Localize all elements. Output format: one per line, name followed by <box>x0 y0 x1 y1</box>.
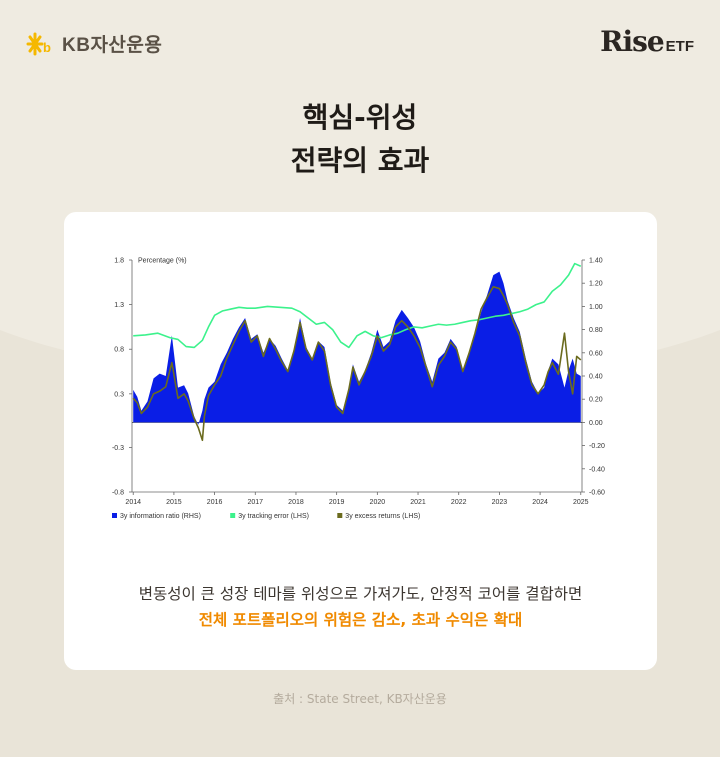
x-tick-label: 2014 <box>125 499 141 506</box>
x-tick-label: 2019 <box>329 499 345 506</box>
page-title-line1: 핵심-위성 <box>302 101 418 134</box>
left-tick-label: -0.8 <box>112 490 124 497</box>
left-tick-label: 1.3 <box>114 302 124 309</box>
kb-brand-text: KB자산운용 <box>62 35 163 56</box>
caption-line1: 변동성이 큰 성장 테마를 위성으로 가져가도, 안정적 코어를 결합하면 <box>138 585 583 603</box>
page-title-line2: 전략의 효과 <box>290 144 430 177</box>
series-info-ratio-area <box>133 271 581 425</box>
right-tick-label: -0.60 <box>589 490 605 497</box>
left-axis-title: Percentage (%) <box>138 258 187 265</box>
etf-suffix-text: ETF <box>665 38 694 55</box>
x-tick-label: 2021 <box>410 499 426 506</box>
svg-text:b: b <box>43 40 51 55</box>
x-tick-label: 2020 <box>370 499 386 506</box>
legend-label: 3y tracking error (LHS) <box>238 513 309 520</box>
right-tick-label: 0.40 <box>589 374 603 381</box>
combo-chart: 1.8 1.3 0.8 0.3 -0.3 -0.8 1.40 1.20 1.00 0.80 0.60… <box>112 258 605 521</box>
right-tick-label: -0.40 <box>589 466 605 473</box>
content-card: 1.8 1.3 0.8 0.3 -0.3 -0.8 1.40 1.20 1.00 0.80 0.60… <box>64 212 657 670</box>
right-tick-label: 1.20 <box>589 281 603 288</box>
left-tick-label: -0.3 <box>112 445 124 452</box>
legend-swatch <box>230 513 236 518</box>
x-tick-label: 2022 <box>451 499 467 506</box>
right-tick-label: 0.00 <box>589 420 603 427</box>
right-tick-label: 0.80 <box>589 327 603 334</box>
right-tick-label: 1.00 <box>589 304 603 311</box>
x-tick-label: 2015 <box>166 499 182 506</box>
legend-label: 3y information ratio (RHS) <box>120 513 201 520</box>
right-tick-label: -0.20 <box>589 443 605 450</box>
legend-swatch <box>112 513 117 518</box>
legend-swatch <box>337 513 343 518</box>
right-tick-label: 0.60 <box>589 350 603 357</box>
right-tick-label: 1.40 <box>589 258 603 265</box>
x-tick-label: 2018 <box>288 499 304 506</box>
rise-brand-text: Rise <box>600 25 664 58</box>
kb-star-icon: b <box>26 32 51 55</box>
caption-line2: 전체 포트폴리오의 위험은 감소, 초과 수익은 확대 <box>198 611 523 629</box>
x-tick-label: 2025 <box>573 499 589 506</box>
left-tick-label: 0.8 <box>114 347 124 354</box>
legend-label: 3y excess returns (LHS) <box>345 513 420 520</box>
x-tick-label: 2017 <box>247 499 263 506</box>
right-tick-label: 0.20 <box>589 397 603 404</box>
kb-logo: b KB자산운용 <box>26 30 162 57</box>
rise-etf-logo: Rise ETF <box>600 28 694 56</box>
x-tick-label: 2023 <box>492 499 508 506</box>
source-note: 출처 : State Street, KB자산운용 <box>273 692 447 706</box>
series-excess-returns-line <box>132 285 582 442</box>
x-tick-label: 2016 <box>207 499 223 506</box>
series-tracking-error-line <box>133 262 582 349</box>
x-tick-label: 2024 <box>532 499 548 506</box>
left-tick-label: 0.3 <box>114 391 124 398</box>
left-tick-label: 1.8 <box>114 258 124 265</box>
